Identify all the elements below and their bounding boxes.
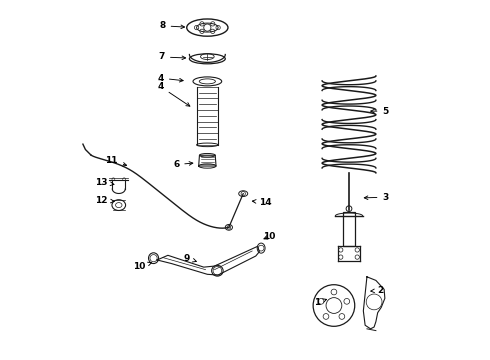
Text: 7: 7 xyxy=(159,53,186,62)
Text: 9: 9 xyxy=(184,254,196,263)
Text: 4: 4 xyxy=(158,82,190,106)
Text: 10: 10 xyxy=(133,262,151,271)
Text: 5: 5 xyxy=(371,107,389,116)
Text: 1: 1 xyxy=(314,298,326,307)
Text: 3: 3 xyxy=(364,193,389,202)
Text: 8: 8 xyxy=(159,21,185,30)
Text: 6: 6 xyxy=(173,160,193,169)
Text: 11: 11 xyxy=(105,157,126,166)
Text: 13: 13 xyxy=(95,177,114,186)
Text: 14: 14 xyxy=(252,198,272,207)
Text: 2: 2 xyxy=(371,286,383,295)
Text: 12: 12 xyxy=(95,195,114,204)
Bar xyxy=(343,212,355,246)
Text: 10: 10 xyxy=(263,232,275,241)
Text: 4: 4 xyxy=(158,74,183,83)
